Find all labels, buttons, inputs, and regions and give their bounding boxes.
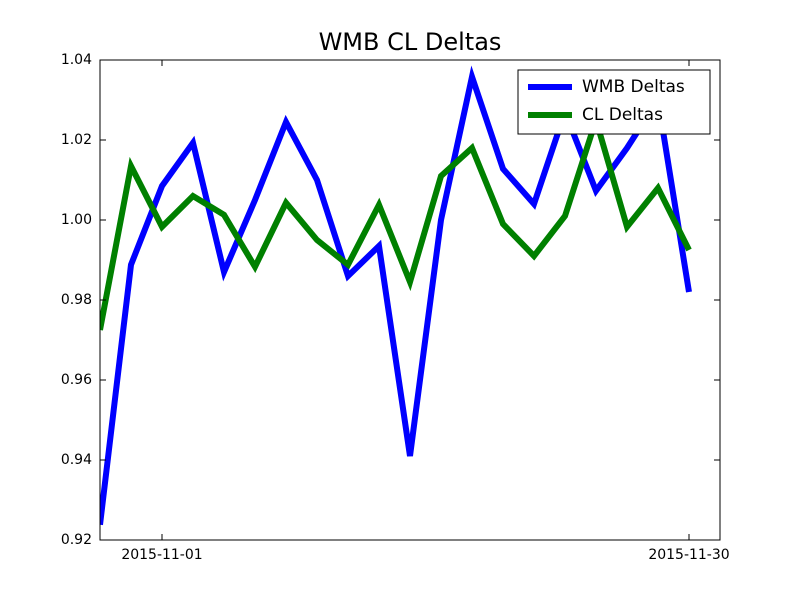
data-line — [100, 65, 692, 526]
chart-title: WMB CL Deltas — [319, 28, 502, 56]
legend-box — [517, 69, 711, 135]
data-line — [100, 109, 692, 331]
y-tick-label: 1.02 — [61, 132, 92, 148]
y-tick-label: 0.98 — [61, 292, 92, 308]
y-tick-label: 1.04 — [61, 52, 92, 68]
legend-label: WMB Deltas — [582, 77, 685, 97]
x-tick-label: 2015-11-30 — [648, 547, 729, 563]
y-tick-label: 0.94 — [61, 452, 92, 468]
y-tick-label: 0.96 — [61, 372, 92, 388]
y-tick-label: 1.00 — [61, 212, 92, 228]
y-tick-label: 0.92 — [61, 532, 92, 548]
legend: WMB Deltas CL Deltas — [517, 69, 711, 135]
x-tick-label: 2015-11-01 — [121, 547, 202, 563]
legend-label: CL Deltas — [582, 105, 663, 125]
